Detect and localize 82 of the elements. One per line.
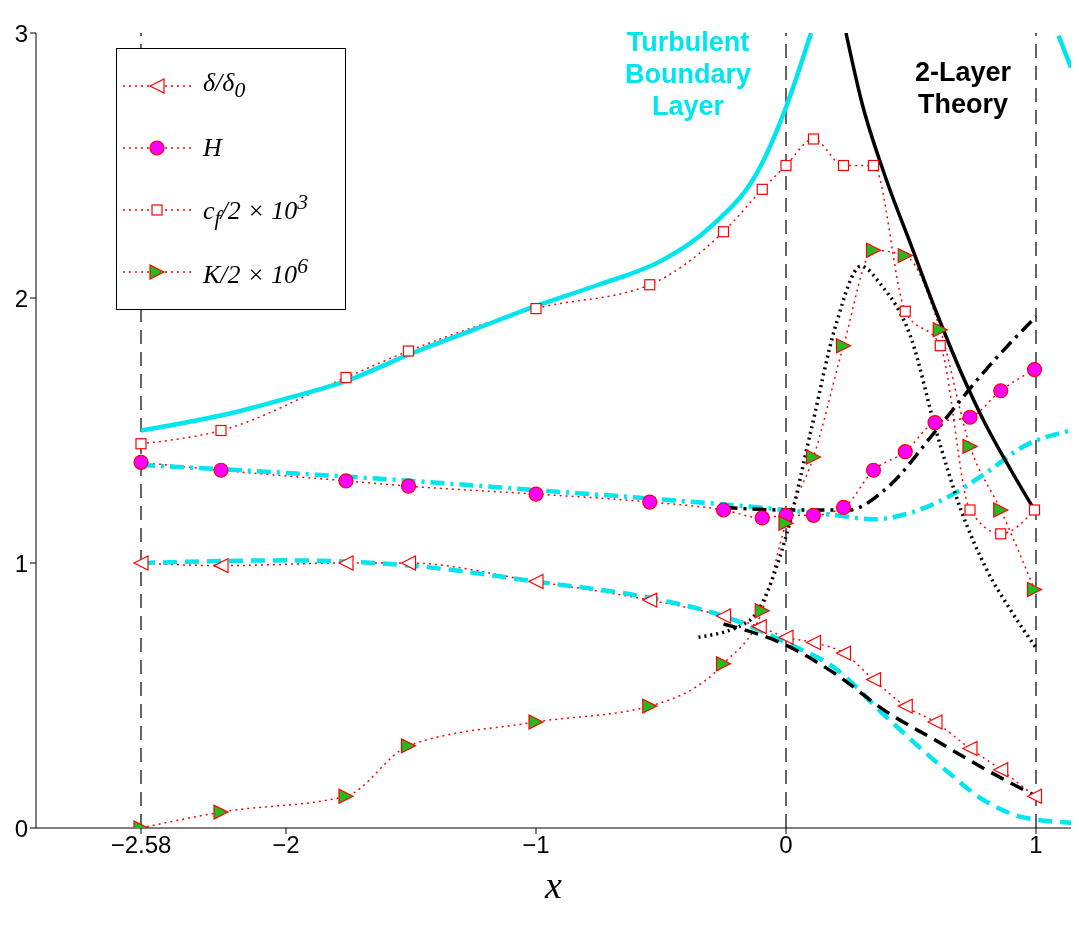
point <box>717 226 730 238</box>
point <box>934 340 946 352</box>
point <box>528 714 544 730</box>
point <box>756 183 768 195</box>
y-tick-label: 3 <box>14 19 28 47</box>
point <box>135 438 147 450</box>
point <box>642 592 658 608</box>
point <box>837 159 850 172</box>
point <box>213 558 229 574</box>
x-tick-label: −2 <box>272 831 300 859</box>
point <box>528 486 544 502</box>
point <box>865 242 882 258</box>
point <box>530 303 542 315</box>
point <box>400 738 417 754</box>
x-axis-title: x <box>544 864 563 906</box>
point <box>213 804 229 820</box>
point <box>780 159 792 172</box>
point <box>932 322 948 338</box>
point <box>778 515 794 531</box>
point <box>1028 504 1041 516</box>
point <box>133 454 149 470</box>
point <box>715 656 732 672</box>
point <box>642 698 658 714</box>
x-tick-label: −1 <box>522 831 550 859</box>
point <box>865 672 882 688</box>
point <box>927 414 943 431</box>
point <box>644 279 656 291</box>
point <box>338 555 354 571</box>
annotation: Turbulent Boundary Layer <box>624 26 752 122</box>
point <box>715 502 732 518</box>
y-tick-label: 1 <box>14 549 28 577</box>
point <box>400 555 417 571</box>
point <box>778 629 794 645</box>
point <box>213 462 229 478</box>
point <box>805 634 822 651</box>
point <box>133 555 149 571</box>
point <box>835 645 852 661</box>
y-tick-label: 0 <box>14 814 28 842</box>
point <box>962 740 978 757</box>
point <box>642 494 658 510</box>
point <box>867 159 880 172</box>
point <box>338 473 354 489</box>
point <box>962 438 978 454</box>
point <box>897 444 913 460</box>
point <box>807 133 820 145</box>
point <box>865 462 882 478</box>
point <box>338 788 354 804</box>
point <box>1026 788 1043 804</box>
legend-label: δ/δ$_{0}$ <box>203 68 246 104</box>
point <box>528 573 544 590</box>
point <box>927 714 943 730</box>
point <box>751 619 767 635</box>
point <box>993 762 1009 778</box>
point <box>1026 361 1043 378</box>
point <box>805 507 822 523</box>
point <box>715 608 732 624</box>
y-tick-label: 2 <box>14 284 28 312</box>
point <box>400 478 417 494</box>
point <box>754 603 770 619</box>
legend-label: c$_{f}$/2 × 10$^{3}$ <box>203 189 309 231</box>
point <box>993 383 1009 399</box>
point <box>993 502 1009 518</box>
point <box>402 345 415 357</box>
point <box>899 305 911 317</box>
point <box>215 424 227 437</box>
point <box>754 510 770 526</box>
point <box>964 504 976 516</box>
legend-label: H <box>203 133 222 163</box>
point <box>835 338 852 354</box>
legend-label: K/2 × 10$^{6}$ <box>203 254 308 290</box>
point <box>835 499 852 515</box>
x-tick-label: 0 <box>779 831 793 859</box>
point <box>805 449 822 465</box>
point <box>962 409 978 425</box>
point <box>1026 581 1043 598</box>
point <box>897 248 913 264</box>
point <box>897 698 913 714</box>
x-tick-label: −2.58 <box>110 831 172 859</box>
point <box>995 528 1007 540</box>
x-tick-label: 1 <box>1029 831 1043 859</box>
annotation: 2-Layer Theory <box>913 56 1013 120</box>
point <box>340 371 352 384</box>
